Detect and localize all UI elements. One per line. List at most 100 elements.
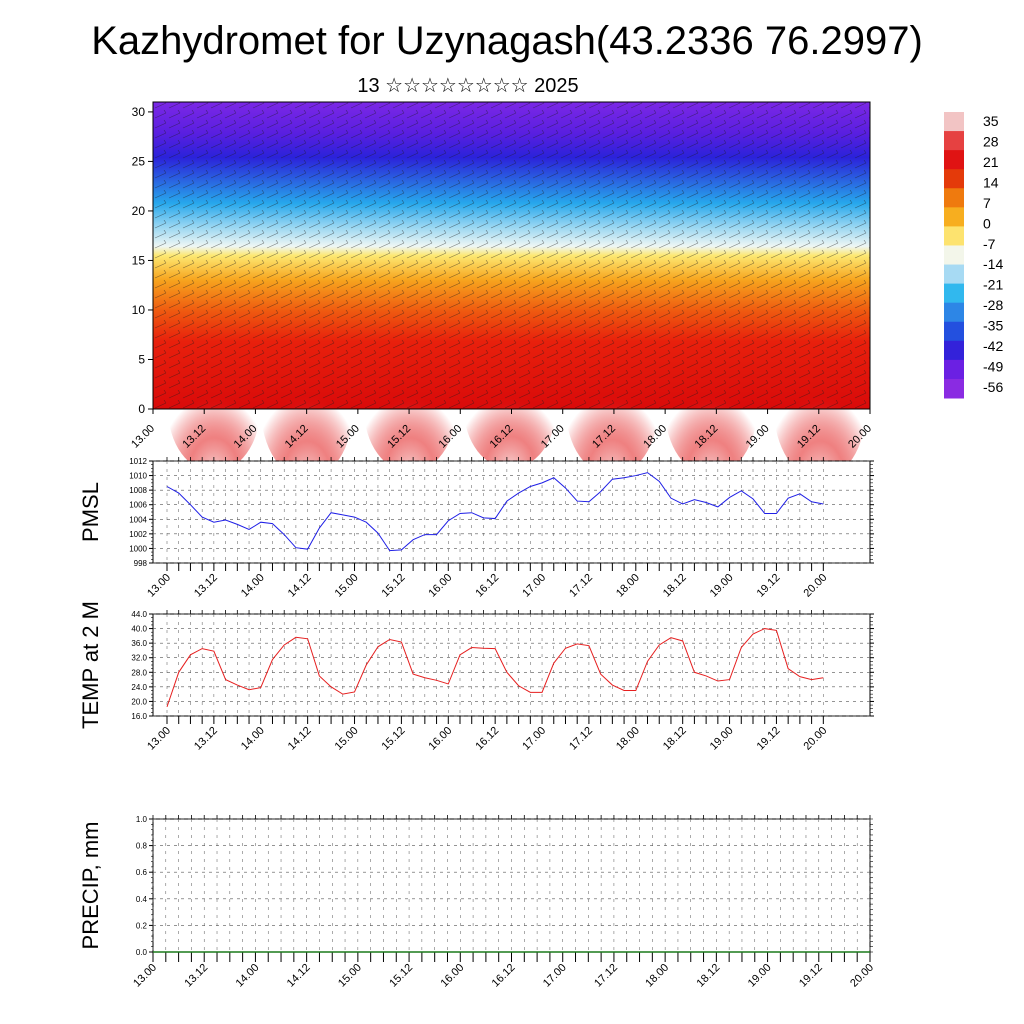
- heatmap-y-tick-label: 0: [138, 402, 145, 416]
- x-tick-label: 18.12: [661, 725, 689, 753]
- colorbar-swatch: [944, 302, 964, 323]
- x-tick-label: 19.00: [746, 962, 774, 990]
- x-tick-label: 15.00: [333, 725, 361, 753]
- x-tick-label: 13.12: [182, 962, 210, 990]
- heatmap-y-tick-label: 5: [138, 352, 145, 366]
- colorbar-swatch: [944, 340, 964, 361]
- colorbar-swatch: [944, 283, 964, 304]
- colorbar-swatch: [944, 207, 964, 227]
- x-tick-label: 17.12: [592, 962, 620, 990]
- precip-panel: 0.0 0.2 0.4 0.6 0.8 1.0 13.00 13.12 14.00 14.12 15…: [78, 815, 876, 990]
- x-tick-label: 17.00: [520, 572, 548, 600]
- colorbar-label: -56: [983, 379, 1003, 395]
- x-tick-label: 16.12: [473, 725, 501, 753]
- heatmap-y-tick-label: 20: [132, 204, 146, 218]
- y-tick-label: 32.0: [131, 654, 147, 663]
- colorbar-label: 0: [983, 215, 991, 231]
- colorbar-label: -49: [983, 359, 1003, 375]
- x-tick-label: 13.12: [192, 725, 220, 753]
- colorbar-swatch: [944, 359, 964, 380]
- x-tick-label: 15.12: [380, 572, 408, 600]
- y-tick-label: 1008: [129, 486, 147, 495]
- x-tick-label: 18.00: [643, 962, 671, 990]
- colorbar-label: 28: [983, 133, 999, 149]
- y-tick-label: 36.0: [131, 639, 147, 648]
- x-tick-label: 20.00: [801, 725, 829, 753]
- x-tick-label: 19.12: [755, 572, 783, 600]
- heatmap-y-tick-label: 10: [132, 303, 146, 317]
- y-tick-label: 1012: [129, 457, 147, 466]
- x-tick-label: 13.00: [145, 572, 173, 600]
- x-tick-label: 14.12: [286, 725, 314, 753]
- colorbar-swatch: [944, 169, 964, 189]
- series-line: [166, 628, 824, 708]
- y-tick-label: 16.0: [131, 712, 147, 721]
- y-tick-label: 28.0: [131, 668, 147, 677]
- x-tick-label: 13.00: [145, 725, 173, 753]
- colorbar-swatch: [944, 226, 964, 246]
- colorbar-label: 35: [983, 113, 999, 129]
- x-tick-label: 17.00: [541, 962, 569, 990]
- x-tick-label: 15.00: [333, 572, 361, 600]
- y-tick-label: 0.0: [136, 948, 148, 957]
- colorbar-label: -42: [983, 338, 1003, 354]
- y-tick-label: 0.8: [136, 842, 148, 851]
- y-axis-label: PRECIP, mm: [78, 822, 103, 950]
- x-tick-label: 19.00: [708, 725, 736, 753]
- colorbar-swatch: [944, 245, 964, 266]
- y-tick-label: 1002: [129, 530, 147, 539]
- temp-2m-panel: 16.0 20.0 24.0 28.0 32.0 36.0 40.0 44.0 13.00 13.…: [78, 601, 874, 753]
- x-tick-label: 16.00: [426, 572, 454, 600]
- colorbar-swatch: [944, 264, 964, 285]
- page-title: Kazhydromet for Uzynagash(43.2336 76.299…: [91, 19, 923, 63]
- colorbar-swatch: [944, 188, 964, 208]
- y-tick-label: 998: [134, 559, 148, 568]
- x-tick-label: 19.12: [755, 725, 783, 753]
- colorbar-swatch: [944, 150, 964, 170]
- x-tick-label: 19.00: [708, 572, 736, 600]
- colorbar-label: 14: [983, 174, 999, 190]
- y-tick-label: 1004: [129, 515, 147, 524]
- x-tick-label: 14.00: [239, 572, 267, 600]
- heatmap-y-tick-label: 25: [132, 154, 146, 168]
- heatmap-x-tick-label: 13.00: [129, 423, 157, 451]
- y-tick-label: 44.0: [131, 610, 147, 619]
- x-tick-label: 16.00: [438, 962, 466, 990]
- x-tick-label: 16.12: [473, 572, 501, 600]
- x-tick-label: 14.00: [234, 962, 262, 990]
- x-tick-label: 17.00: [520, 725, 548, 753]
- x-tick-label: 20.00: [848, 962, 876, 990]
- x-tick-label: 17.12: [567, 572, 595, 600]
- x-tick-label: 13.00: [131, 962, 159, 990]
- y-tick-label: 1000: [129, 544, 147, 553]
- colorbar-label: 7: [983, 195, 991, 211]
- x-tick-label: 20.00: [801, 572, 829, 600]
- heatmap-y-tick-label: 15: [132, 253, 146, 267]
- y-tick-label: 1006: [129, 501, 147, 510]
- series-line: [166, 472, 824, 552]
- x-tick-label: 13.12: [192, 572, 220, 600]
- y-tick-label: 40.0: [131, 625, 147, 634]
- colorbar: 35 28 21 14 7 0 -7 -14 -21 -28 -35 -42 -49 -56: [944, 112, 1003, 399]
- colorbar-swatch: [944, 131, 964, 151]
- colorbar-swatch: [944, 112, 964, 132]
- y-tick-label: 0.4: [136, 895, 148, 904]
- x-tick-label: 15.12: [380, 725, 408, 753]
- colorbar-label: -28: [983, 297, 1003, 313]
- colorbar-swatch: [944, 321, 964, 342]
- x-tick-label: 14.12: [285, 962, 313, 990]
- x-tick-label: 15.00: [336, 962, 364, 990]
- x-tick-label: 16.12: [490, 962, 518, 990]
- colorbar-label: -14: [983, 256, 1003, 272]
- wind-barbs-overlay: [153, 102, 870, 409]
- colorbar-label: -21: [983, 277, 1003, 293]
- colorbar-label: 21: [983, 154, 999, 170]
- x-tick-label: 19.12: [797, 962, 825, 990]
- y-tick-label: 1.0: [136, 815, 148, 824]
- x-tick-label: 14.00: [239, 725, 267, 753]
- y-axis-label: TEMP at 2 M: [78, 601, 103, 729]
- heatmap-y-tick-label: 30: [132, 105, 146, 119]
- x-tick-label: 17.12: [567, 725, 595, 753]
